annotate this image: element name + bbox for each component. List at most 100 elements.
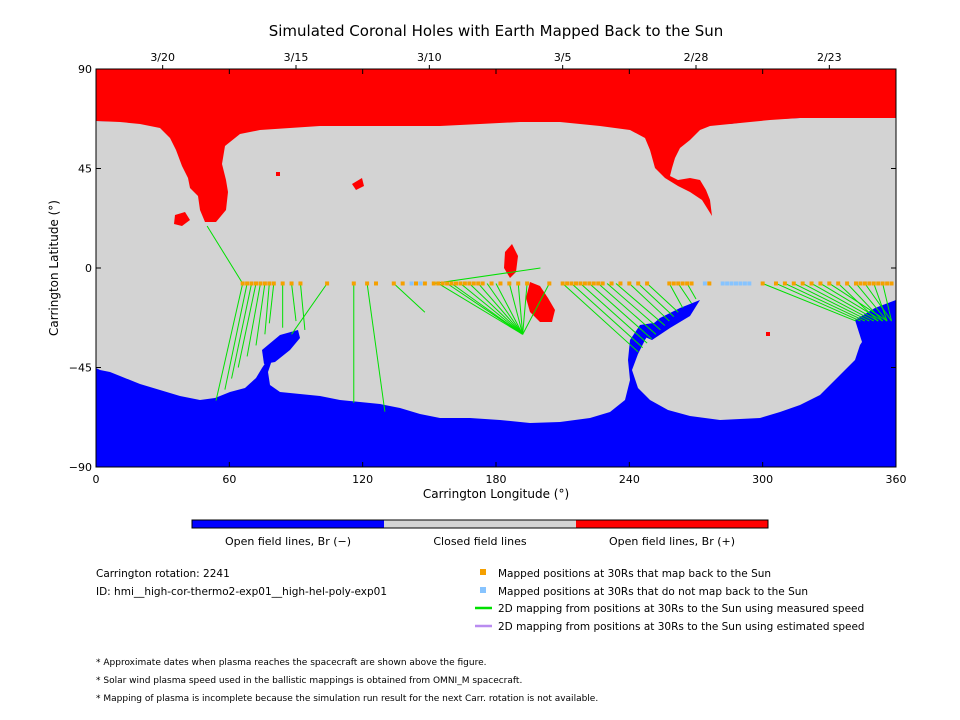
mapping-line bbox=[784, 283, 866, 322]
mapping-line bbox=[517, 283, 524, 335]
date-tick-label: 2/23 bbox=[817, 51, 842, 64]
model-id: ID: hmi__high-cor-thermo2-exp01__high-he… bbox=[96, 586, 387, 598]
mapped-point bbox=[858, 281, 863, 286]
mapped-point bbox=[391, 281, 396, 286]
unmapped-point bbox=[725, 281, 730, 286]
mapping-line bbox=[846, 283, 884, 322]
region-open-positive-north bbox=[96, 69, 896, 222]
mapping-line bbox=[597, 283, 657, 335]
mapped-point bbox=[680, 281, 685, 286]
mapping-line bbox=[820, 283, 883, 322]
mapped-point bbox=[627, 281, 632, 286]
mapping-line bbox=[366, 283, 386, 412]
mapped-point bbox=[836, 281, 841, 286]
x-tick-label: 0 bbox=[93, 473, 100, 486]
mapped-point bbox=[889, 281, 894, 286]
mapping-line bbox=[477, 283, 524, 335]
mapped-point bbox=[645, 281, 650, 286]
mapping-line bbox=[437, 283, 523, 335]
mapped-point bbox=[671, 281, 676, 286]
mapping-line bbox=[522, 283, 550, 335]
carrington-rotation: Carrington rotation: 2241 bbox=[96, 568, 230, 580]
region-open-positive-patch bbox=[526, 282, 555, 322]
mapped-point bbox=[876, 281, 881, 286]
mapped-point bbox=[565, 281, 570, 286]
region-open-positive-patch bbox=[766, 332, 770, 336]
mapping-line bbox=[246, 283, 261, 357]
mapped-point bbox=[445, 281, 450, 286]
mapping-line bbox=[646, 283, 679, 313]
chart-title: Simulated Coronal Holes with Earth Mappe… bbox=[269, 22, 724, 40]
mapped-point bbox=[609, 281, 614, 286]
mapping-line bbox=[291, 283, 328, 335]
mapped-point bbox=[774, 281, 778, 286]
mapped-point bbox=[760, 281, 765, 286]
mapping-line bbox=[468, 283, 524, 335]
mapped-point bbox=[636, 281, 641, 286]
region-open-positive-patch bbox=[352, 178, 364, 190]
mapping-line bbox=[615, 283, 666, 326]
mapping-line bbox=[580, 283, 648, 344]
mapped-point bbox=[827, 281, 832, 286]
mapping-line bbox=[811, 283, 879, 322]
mapping-line bbox=[668, 283, 684, 309]
legend-mapped-marker bbox=[480, 569, 486, 575]
mapped-point bbox=[800, 281, 805, 286]
mapped-point bbox=[258, 281, 263, 286]
y-tick-label: −45 bbox=[69, 362, 92, 375]
mapped-point bbox=[271, 281, 276, 286]
y-axis-label: Carrington Latitude (°) bbox=[47, 200, 61, 336]
mapped-point bbox=[245, 281, 250, 286]
mapped-point bbox=[569, 281, 574, 286]
unmapped-point bbox=[742, 281, 747, 286]
note-speed: * Solar wind plasma speed used in the ba… bbox=[96, 676, 522, 686]
region-open-negative-patch bbox=[640, 300, 700, 340]
mapped-point bbox=[845, 281, 850, 286]
date-tick-label: 3/20 bbox=[150, 51, 175, 64]
mapped-point bbox=[458, 281, 463, 286]
mapped-point bbox=[489, 281, 494, 286]
mapping-line bbox=[460, 283, 523, 335]
mapped-point bbox=[818, 281, 823, 286]
mapping-line bbox=[268, 283, 275, 324]
mapped-point bbox=[374, 281, 378, 286]
mapped-point bbox=[880, 281, 885, 286]
mapped-point bbox=[480, 281, 485, 286]
note-dates: * Approximate dates when plasma reaches … bbox=[96, 658, 487, 668]
mapping-line bbox=[637, 283, 675, 318]
mapped-point bbox=[618, 281, 623, 286]
mapped-point bbox=[431, 281, 436, 286]
mapped-point bbox=[685, 281, 690, 286]
colorbar: Open field lines, Br (−) Closed field li… bbox=[191, 519, 769, 548]
mapped-point bbox=[476, 281, 481, 286]
mapped-point bbox=[467, 281, 472, 286]
mapping-line bbox=[486, 283, 524, 335]
mapped-point bbox=[782, 281, 787, 286]
date-tick-label: 3/5 bbox=[554, 51, 572, 64]
colorbar-closed bbox=[384, 520, 576, 528]
mapped-point bbox=[498, 281, 503, 286]
mapping-line bbox=[206, 225, 244, 284]
mapped-point bbox=[254, 281, 258, 286]
mapping-line bbox=[677, 283, 692, 304]
mapped-point bbox=[507, 281, 512, 286]
mapped-point bbox=[414, 281, 418, 286]
x-tick-label: 300 bbox=[752, 473, 773, 486]
mapping-line bbox=[793, 283, 870, 322]
mapped-point bbox=[809, 281, 814, 286]
mapped-point bbox=[862, 281, 867, 286]
colorbar-label-closed: Closed field lines bbox=[433, 535, 527, 548]
mapped-point bbox=[280, 281, 285, 286]
mapping-line bbox=[686, 283, 697, 300]
mapped-point bbox=[871, 281, 876, 286]
mapped-point bbox=[591, 281, 596, 286]
mapping-line bbox=[255, 283, 266, 346]
legend-unmapped-label: Mapped positions at 30Rs that do not map… bbox=[498, 586, 808, 598]
unmapped-point bbox=[702, 281, 707, 286]
mapped-point bbox=[516, 281, 521, 286]
mapping-line bbox=[562, 283, 639, 353]
axis-ticks: 0 60 120 180 240 300 360 90 45 0 −45 −90 3/20 3/15 3/1… bbox=[69, 51, 907, 486]
mapped-point bbox=[578, 281, 583, 286]
y-tick-label: −90 bbox=[69, 461, 92, 474]
